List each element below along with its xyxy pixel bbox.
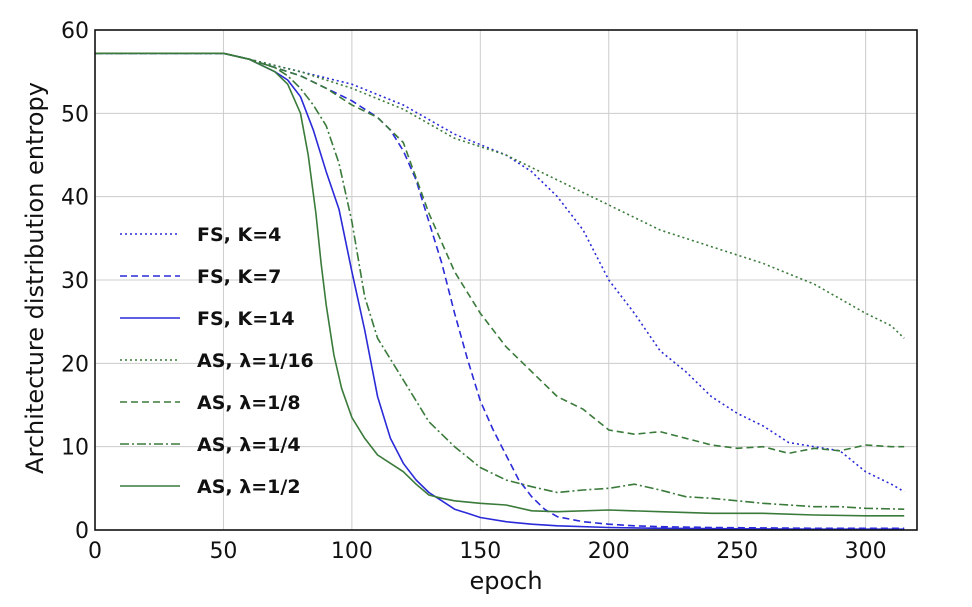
- legend-label-4: AS, λ=1/16: [197, 350, 314, 372]
- legend-label-7: AS, λ=1/2: [197, 476, 301, 498]
- legend-label-1: FS, K=4: [197, 224, 281, 246]
- series-line-1: [95, 52, 905, 493]
- y-tick-label: 20: [61, 352, 89, 377]
- series-line-7: [95, 52, 905, 517]
- x-tick-label: 50: [209, 539, 237, 564]
- series-line-2: [95, 52, 905, 530]
- series-line-4: [95, 52, 905, 339]
- x-tick-label: 250: [716, 539, 758, 564]
- y-tick-label: 30: [61, 269, 89, 294]
- y-tick-label: 60: [61, 19, 89, 44]
- plot-frame: [94, 29, 918, 531]
- y-tick-label: 10: [61, 436, 89, 461]
- x-axis-label: epoch: [469, 567, 542, 595]
- x-tick-label: 0: [88, 539, 102, 564]
- series-line-3: [95, 52, 905, 531]
- legend-label-2: FS, K=7: [197, 266, 281, 288]
- x-tick-label: 150: [459, 539, 501, 564]
- legend-label-5: AS, λ=1/8: [197, 392, 301, 414]
- y-tick-label: 50: [61, 102, 89, 127]
- y-axis-label: Architecture distribution entropy: [21, 82, 49, 474]
- x-tick-label: 200: [588, 539, 630, 564]
- y-tick-label: 40: [61, 186, 89, 211]
- legend-label-3: FS, K=14: [197, 308, 295, 330]
- x-tick-label: 300: [845, 539, 887, 564]
- legend-label-6: AS, λ=1/4: [197, 434, 301, 456]
- y-tick-label: 0: [75, 519, 89, 544]
- x-tick-label: 100: [331, 539, 373, 564]
- series-lines: [95, 52, 905, 531]
- legend: FS, K=4 FS, K=7 FS, K=14 AS, λ=1/16 AS, λ=1/…: [120, 224, 314, 498]
- tick-labels: 0 50 100 150 200 250 300 0 10 20 30 40 50 60: [61, 19, 887, 564]
- series-line-6: [95, 52, 905, 510]
